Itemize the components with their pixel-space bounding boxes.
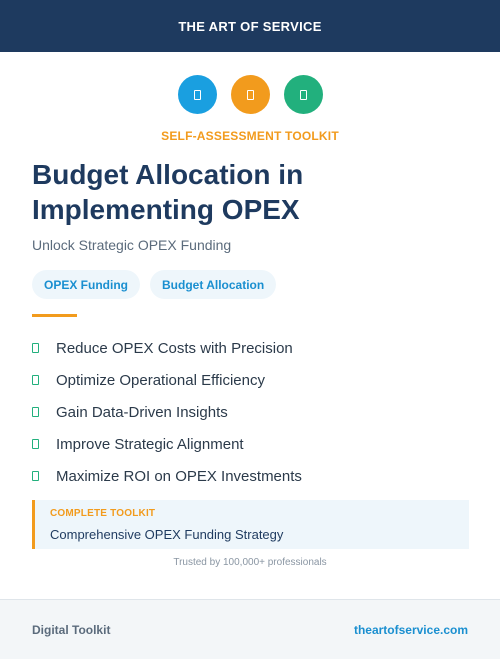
feature-item: Maximize ROI on OPEX Investments <box>32 460 302 492</box>
feature-item: Gain Data-Driven Insights <box>32 396 302 428</box>
feature-text: Improve Strategic Alignment <box>56 435 244 453</box>
page-subtitle: Unlock Strategic OPEX Funding <box>32 237 232 253</box>
feature-item: Optimize Operational Efficiency <box>32 364 302 396</box>
callout-text: Comprehensive OPEX Funding Strategy <box>50 527 284 542</box>
page-title: Budget Allocation in Implementing OPEX <box>32 157 472 227</box>
footer-label: Digital Toolkit <box>32 622 111 637</box>
tag-budget-allocation[interactable]: Budget Allocation <box>150 270 277 299</box>
check-icon <box>32 471 39 481</box>
feature-text: Gain Data-Driven Insights <box>56 403 228 421</box>
footer-bar: Digital Toolkit theartofservice.com <box>0 599 500 659</box>
check-icon <box>32 407 39 417</box>
check-icon <box>32 439 39 449</box>
title-line-2: Implementing OPEX <box>32 194 300 225</box>
tag-opex-funding[interactable]: OPEX Funding <box>32 270 140 299</box>
complete-toolkit-callout: COMPLETE TOOLKIT Comprehensive OPEX Fund… <box>32 500 469 549</box>
icon-row <box>0 75 500 114</box>
feature-item: Reduce OPEX Costs with Precision <box>32 332 302 364</box>
callout-label: COMPLETE TOOLKIT <box>50 508 156 519</box>
feature-list: Reduce OPEX Costs with Precision Optimiz… <box>32 332 302 492</box>
clipboard-glyph-icon <box>246 89 254 100</box>
document-glyph-icon <box>193 89 201 100</box>
feature-text: Maximize ROI on OPEX Investments <box>56 467 302 485</box>
check-icon <box>32 375 39 385</box>
header-bar: THE ART OF SERVICE <box>0 0 500 52</box>
tag-list: OPEX Funding Budget Allocation <box>32 270 277 299</box>
trusted-note: Trusted by 100,000+ professionals <box>173 557 327 568</box>
toolkit-eyebrow: SELF-ASSESSMENT TOOLKIT <box>161 129 339 143</box>
feature-text: Reduce OPEX Costs with Precision <box>56 339 293 357</box>
checklist-glyph-icon <box>299 89 307 100</box>
checklist-icon <box>283 75 323 114</box>
document-icon <box>177 75 217 114</box>
feature-text: Optimize Operational Efficiency <box>56 371 265 389</box>
website-link[interactable]: theartofservice.com <box>353 622 468 637</box>
title-line-1: Budget Allocation in <box>32 159 304 190</box>
feature-item: Improve Strategic Alignment <box>32 428 302 460</box>
accent-divider <box>32 314 77 317</box>
clipboard-icon <box>230 75 270 114</box>
brand-name: THE ART OF SERVICE <box>178 18 322 34</box>
check-icon <box>32 343 39 353</box>
